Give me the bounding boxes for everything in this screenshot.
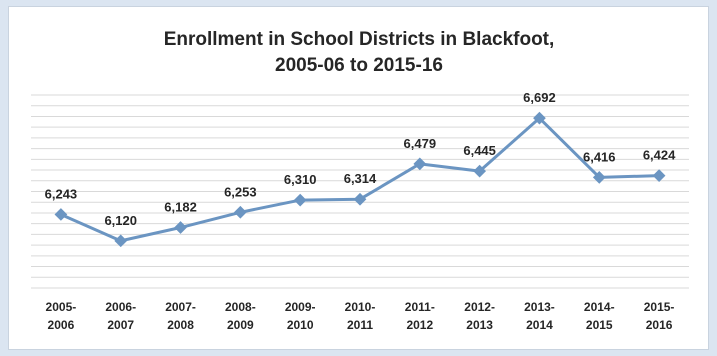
x-tick-label-line: 2014 — [526, 318, 553, 332]
x-tick-label-line: 2006- — [105, 300, 136, 314]
x-tick-label-line: 2007 — [107, 318, 134, 332]
x-tick-label-line: 2015- — [644, 300, 675, 314]
x-tick-label-line: 2007- — [165, 300, 196, 314]
x-tick-label-line: 2013 — [466, 318, 493, 332]
x-tick-label-line: 2010 — [287, 318, 314, 332]
data-label: 6,253 — [224, 184, 257, 199]
gridlines — [31, 94, 689, 289]
data-point-marker — [293, 193, 307, 207]
data-label: 6,182 — [164, 200, 197, 215]
x-tick-label: 2006- 2007 — [105, 300, 136, 332]
data-point-marker — [353, 192, 367, 206]
x-tick-label-line: 2008- — [225, 300, 256, 314]
data-label: 6,479 — [404, 136, 437, 151]
x-tick-label-line: 2011 — [347, 318, 373, 332]
x-tick-label: 2012- 2013 — [464, 300, 495, 332]
x-tick-label: 2011- 2012 — [405, 300, 435, 332]
x-tick-label-line: 2010- — [345, 300, 376, 314]
data-point-marker — [413, 157, 427, 171]
data-labels: 6,243 6,120 6,182 6,253 6,310 6,314 6,479 6,445… — [45, 90, 676, 228]
data-point-marker — [233, 205, 247, 219]
data-label: 6,424 — [643, 148, 676, 163]
data-point-marker — [652, 169, 666, 182]
data-label: 6,416 — [583, 149, 616, 164]
data-label: 6,692 — [523, 90, 556, 105]
x-tick-label-line: 2013- — [524, 300, 555, 314]
x-tick-label-line: 2006 — [48, 318, 75, 332]
x-tick-label: 2007- 2008 — [165, 300, 196, 332]
x-tick-label-line: 2015 — [586, 318, 613, 332]
x-tick-label: 2014- 2015 — [584, 300, 615, 332]
data-label: 6,310 — [284, 172, 317, 187]
data-point-marker — [54, 208, 68, 221]
x-tick-label: 2009- 2010 — [285, 300, 316, 332]
x-axis-tick-labels: 2005- 2006 2006- 2007 2007- 2008 2008- 2009 2009… — [46, 300, 675, 332]
x-tick-label: 2005- 2006 — [46, 300, 77, 332]
x-tick-label-line: 2011- — [405, 300, 435, 314]
line-chart: Enrollment in School Districts in Blackf… — [31, 29, 689, 332]
chart-title-line-2: 2005-06 to 2015-16 — [275, 55, 443, 76]
x-tick-label-line: 2005- — [46, 300, 77, 314]
data-label: 6,243 — [45, 186, 78, 201]
data-label: 6,445 — [463, 143, 496, 158]
data-label: 6,314 — [344, 171, 377, 186]
x-tick-label-line: 2012- — [464, 300, 495, 314]
x-tick-label-line: 2009 — [227, 318, 254, 332]
x-tick-label-line: 2009- — [285, 300, 316, 314]
x-tick-label-line: 2012 — [406, 318, 433, 332]
x-tick-label: 2015- 2016 — [644, 300, 675, 332]
x-tick-label-line: 2008 — [167, 318, 194, 332]
chart-frame: Enrollment in School Districts in Blackf… — [8, 6, 709, 350]
data-label: 6,120 — [104, 213, 137, 228]
x-tick-label: 2013- 2014 — [524, 300, 555, 332]
data-point-marker — [174, 221, 187, 234]
data-point-marker — [114, 234, 128, 248]
x-tick-label: 2010- 2011 — [345, 300, 376, 332]
chart-title-line-1: Enrollment in School Districts in Blackf… — [164, 29, 555, 50]
x-tick-label-line: 2016 — [646, 318, 673, 332]
data-point-marker — [473, 164, 487, 178]
x-tick-label-line: 2014- — [584, 300, 615, 314]
x-tick-label: 2008- 2009 — [225, 300, 256, 332]
